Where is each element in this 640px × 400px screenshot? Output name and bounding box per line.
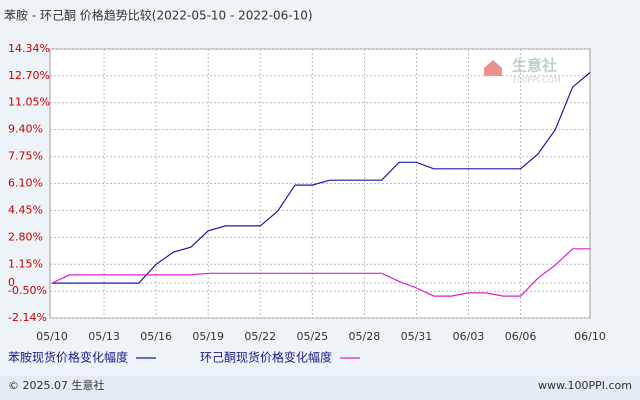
x-tick-label: 05/28 — [349, 330, 381, 343]
y-tick-label: 6.10% — [8, 177, 43, 190]
chart-title: 苯胺 - 环己酮 价格趋势比较(2022-05-10 - 2022-06-10) — [4, 8, 313, 23]
y-tick-label: 0 — [8, 276, 15, 289]
watermark-name: 生意社 — [512, 57, 557, 75]
series-line — [51, 248, 590, 297]
x-tick-label: 05/25 — [296, 330, 328, 343]
x-tick-label: 05/13 — [88, 330, 120, 343]
x-tick-label: 05/19 — [192, 330, 224, 343]
watermark: 生意社 100PPI.COM — [484, 57, 561, 85]
y-tick-label: -2.14% — [8, 311, 47, 324]
watermark-site: 100PPI.COM — [512, 76, 561, 85]
footer-left: © 2025.07 生意社 — [8, 378, 104, 392]
x-tick-label: 05/22 — [244, 330, 276, 343]
y-tick-label: 2.80% — [8, 230, 43, 243]
legend-label: 环己酮现货价格变化幅度 — [200, 350, 332, 365]
y-tick-label: 14.34% — [8, 42, 50, 55]
y-tick-label: 7.75% — [8, 150, 43, 163]
legend-label: 苯胺现货价格变化幅度 — [8, 350, 128, 365]
y-tick-label: 1.15% — [8, 257, 43, 270]
x-tick-label: 06/10 — [574, 330, 606, 343]
watermark-icon — [484, 60, 502, 76]
x-tick-label: 05/16 — [140, 330, 172, 343]
footer-bar — [0, 376, 640, 400]
y-tick-label: 11.05% — [8, 96, 50, 109]
x-tick-label: 05/10 — [36, 330, 68, 343]
series-line — [52, 72, 591, 284]
x-tick-label: 05/31 — [401, 330, 433, 343]
y-tick-label: 12.70% — [8, 69, 50, 82]
y-tick-label: 9.40% — [8, 123, 43, 136]
x-tick-label: 06/06 — [505, 330, 537, 343]
footer-right: www.100PPI.com — [538, 379, 632, 392]
y-tick-label: -0.50% — [8, 284, 47, 297]
x-tick-label: 06/03 — [453, 330, 485, 343]
y-tick-label: 4.45% — [8, 203, 43, 216]
